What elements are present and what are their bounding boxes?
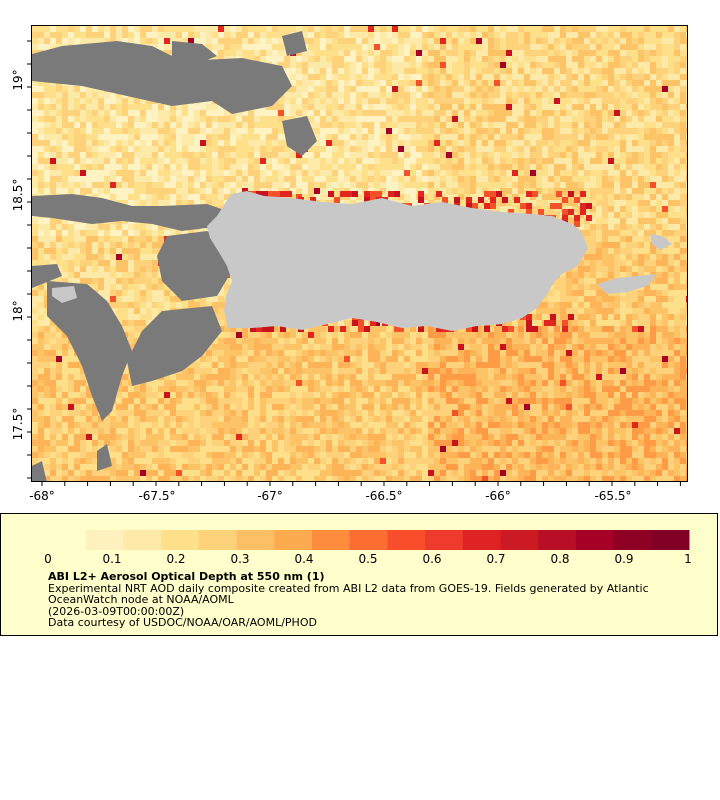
colorbar-swatch xyxy=(538,530,577,550)
colorbar-swatch xyxy=(123,530,162,550)
colorbar: 0 0.1 0.2 0.3 0.4 0.5 0.6 0.7 0.8 0.9 1 xyxy=(44,530,692,566)
lat-tick-label: 19° xyxy=(11,69,25,90)
colorbar-swatch xyxy=(349,530,388,550)
colorbar-swatch xyxy=(48,530,87,550)
lon-tick-label: -67° xyxy=(257,489,283,500)
colorbar-tick-label: 0.8 xyxy=(550,552,569,566)
colorbar-tick-label: 0.9 xyxy=(614,552,633,566)
colorbar-tick-label: 0.1 xyxy=(102,552,121,566)
colorbar-tick-label: 0.2 xyxy=(166,552,185,566)
colorbar-swatch xyxy=(387,530,426,550)
lat-tick-label: 18° xyxy=(11,300,25,321)
legend-description: Experimental NRT AOD daily composite cre… xyxy=(48,581,649,595)
legend-text: ABI L2+ Aerosol Optical Depth at 550 nm … xyxy=(48,571,688,629)
legend-panel: 0 0.1 0.2 0.3 0.4 0.5 0.6 0.7 0.8 0.9 1 … xyxy=(0,513,718,636)
colorbar-swatch xyxy=(500,530,539,550)
colorbar-tick-label: 0.3 xyxy=(230,552,249,566)
colorbar-swatch xyxy=(198,530,238,550)
colorbar-swatch xyxy=(236,530,275,550)
colorbar-tick-label: 0.6 xyxy=(422,552,441,566)
colorbar-swatch xyxy=(274,530,313,550)
legend-description: OceanWatch node at NOAA/AOML xyxy=(48,593,234,606)
colorbar-tick-label: 0.7 xyxy=(486,552,505,566)
colorbar-swatch xyxy=(575,530,615,550)
lon-tick-label: -65.5° xyxy=(594,489,631,500)
colorbar-tick-label: 0.4 xyxy=(294,552,313,566)
colorbar-swatch xyxy=(311,530,351,550)
lat-tick-label: 18.5° xyxy=(11,179,25,212)
aod-map xyxy=(31,25,688,482)
lon-tick-label: -66° xyxy=(485,489,511,500)
colorbar-swatch xyxy=(85,530,124,550)
colorbar-swatch xyxy=(425,530,464,550)
lon-tick-label: -67.5° xyxy=(138,489,175,500)
colorbar-swatch xyxy=(462,530,501,550)
lon-tick-label: -68° xyxy=(29,489,55,500)
legend-credit: Data courtesy of USDOC/NOAA/OAR/AOML/PHO… xyxy=(48,616,317,629)
colorbar-swatch xyxy=(651,530,690,550)
legend-title: ABI L2+ Aerosol Optical Depth at 550 nm … xyxy=(48,570,325,583)
colorbar-tick-label: 0.5 xyxy=(358,552,377,566)
aod-field xyxy=(32,26,687,481)
colorbar-swatch xyxy=(613,530,652,550)
colorbar-swatch xyxy=(161,530,200,550)
lat-tick-label: 17.5° xyxy=(11,408,25,441)
colorbar-tick-label: 0 xyxy=(44,552,52,566)
colorbar-tick-label: 1 xyxy=(684,552,692,566)
legend-timestamp: (2026-03-09T00:00:00Z) xyxy=(48,604,185,618)
lon-tick-label: -66.5° xyxy=(365,489,402,500)
